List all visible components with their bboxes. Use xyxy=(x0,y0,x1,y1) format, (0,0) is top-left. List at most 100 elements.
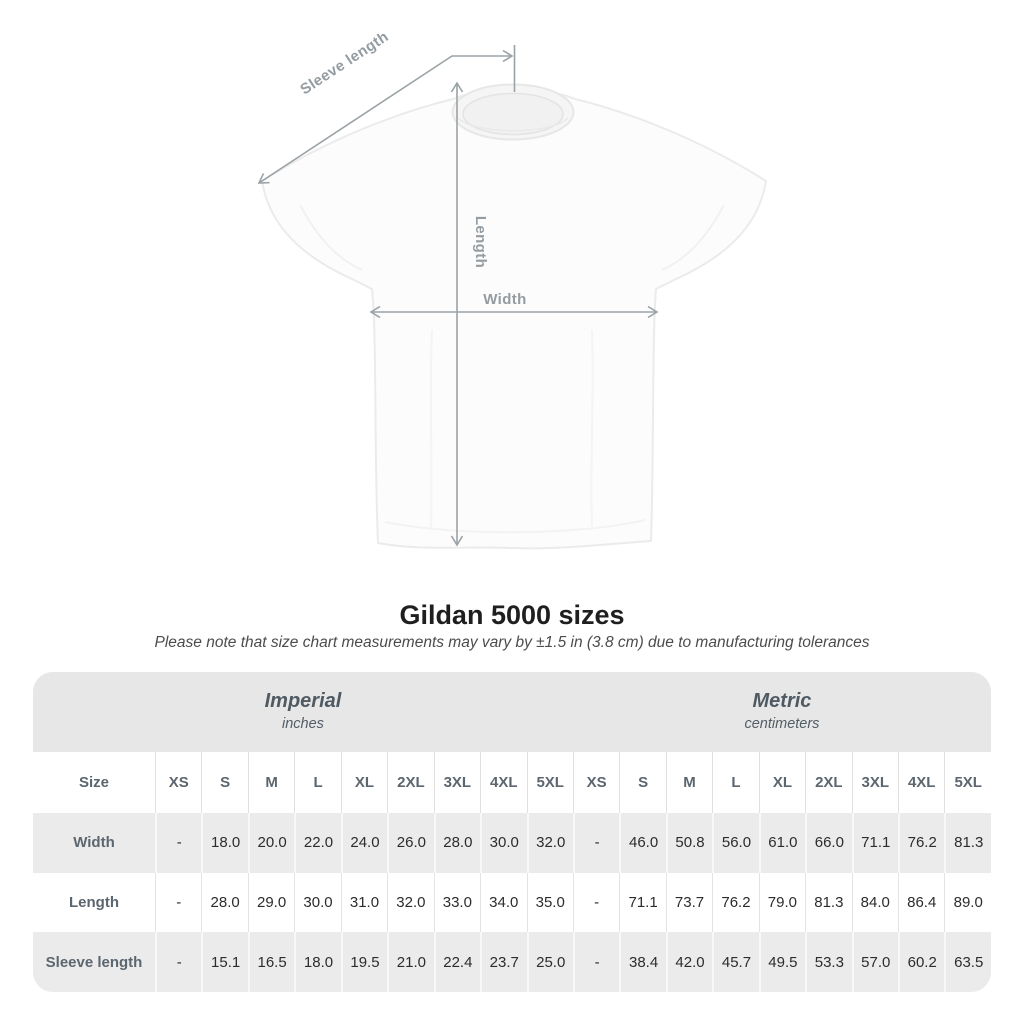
table-cell: 15.1 xyxy=(201,932,248,992)
table-cell: 46.0 xyxy=(619,813,666,873)
size-col-imperial-2xl: 2XL xyxy=(387,752,434,813)
sleeve-fold-right xyxy=(661,204,725,271)
size-table: Imperial inches Metric centimeters Size … xyxy=(33,672,991,992)
table-cell: 53.3 xyxy=(805,932,852,992)
table-cell: - xyxy=(572,932,620,992)
page-title: Gildan 5000 sizes xyxy=(399,600,625,630)
arrowhead-width-right xyxy=(647,305,659,319)
table-cell: 49.5 xyxy=(758,932,806,992)
table-cell: 32.0 xyxy=(526,813,573,873)
table-cell: 28.0 xyxy=(201,872,248,933)
tshirt-measurement-diagram: Sleeve length Length Width xyxy=(257,28,767,550)
table-cell: 89.0 xyxy=(944,872,991,933)
arrowhead-sleeve-collar xyxy=(502,49,514,63)
table-cell: 16.5 xyxy=(247,932,295,992)
size-header-cell: Size xyxy=(33,752,155,813)
arrowhead-length-bottom xyxy=(450,535,464,547)
imperial-unit-label: inches xyxy=(282,716,324,733)
table-cell: 66.0 xyxy=(805,813,852,873)
table-cell: 23.7 xyxy=(480,932,527,992)
hem-fold xyxy=(384,519,646,534)
size-col-metric-4xl: 4XL xyxy=(898,752,945,813)
size-col-imperial-4xl: 4XL xyxy=(480,752,527,813)
tshirt-body xyxy=(261,88,767,550)
table-cell: 76.2 xyxy=(712,872,759,933)
table-cell: - xyxy=(155,813,202,873)
size-col-imperial-xs: XS xyxy=(155,752,202,813)
body-fold-right xyxy=(590,329,594,527)
size-col-imperial-m: M xyxy=(247,752,295,813)
sleeve-fold-left xyxy=(299,204,363,271)
size-col-metric-5xl: 5XL xyxy=(944,752,991,813)
width-label: Width xyxy=(483,291,527,308)
size-col-metric-m: M xyxy=(665,752,713,813)
table-cell: 71.1 xyxy=(851,813,898,873)
table-cell: - xyxy=(155,932,202,992)
table-cell: 50.8 xyxy=(665,813,713,873)
table-cell: 28.0 xyxy=(433,813,481,873)
table-row-sleeve-length: Sleeve length - 15.1 16.5 18.0 19.5 21.0… xyxy=(33,932,991,992)
size-col-metric-l: L xyxy=(712,752,759,813)
size-col-metric-xl: XL xyxy=(758,752,806,813)
size-col-imperial-l: L xyxy=(294,752,341,813)
table-cell: 81.3 xyxy=(944,813,991,873)
row-label-sleeve-length: Sleeve length xyxy=(33,932,155,992)
table-cell: 22.0 xyxy=(294,813,341,873)
table-cell: 24.0 xyxy=(340,813,388,873)
table-cell: 86.4 xyxy=(898,872,945,933)
table-cell: 18.0 xyxy=(201,813,248,873)
unit-group-row: Imperial inches Metric centimeters xyxy=(33,672,991,752)
sleeve-length-label: Sleeve length xyxy=(297,28,392,98)
row-label-length: Length xyxy=(33,872,155,933)
metric-group-header: Metric centimeters xyxy=(572,672,991,752)
size-col-metric-3xl: 3XL xyxy=(851,752,898,813)
table-cell: 35.0 xyxy=(526,872,573,933)
table-cell: 71.1 xyxy=(619,872,666,933)
arrowhead-width-left xyxy=(369,305,381,319)
collar-inner xyxy=(462,92,564,136)
table-cell: 57.0 xyxy=(851,932,898,992)
table-cell: 25.0 xyxy=(526,932,573,992)
table-cell: 30.0 xyxy=(480,813,527,873)
table-cell: 42.0 xyxy=(665,932,713,992)
tshirt-diagram-canvas: Sleeve length Length Width xyxy=(257,28,767,550)
table-cell: - xyxy=(572,872,620,933)
table-cell: 81.3 xyxy=(805,872,852,933)
table-cell: 61.0 xyxy=(758,813,806,873)
table-cell: - xyxy=(155,872,202,933)
body-fold-left xyxy=(429,329,433,529)
size-col-metric-s: S xyxy=(619,752,666,813)
table-cell: 38.4 xyxy=(619,932,666,992)
table-cell: 84.0 xyxy=(851,872,898,933)
table-cell: 60.2 xyxy=(898,932,945,992)
table-cell: 26.0 xyxy=(387,813,434,873)
size-col-metric-2xl: 2XL xyxy=(805,752,852,813)
table-cell: 45.7 xyxy=(712,932,759,992)
size-header-row: Size XS S M L XL 2XL 3XL 4XL 5XL XS S M … xyxy=(33,752,991,813)
collar-seam xyxy=(457,117,569,132)
table-row-length: Length - 28.0 29.0 30.0 31.0 32.0 33.0 3… xyxy=(33,872,991,933)
table-cell: 34.0 xyxy=(480,872,527,933)
size-table-card: Imperial inches Metric centimeters Size … xyxy=(33,672,991,992)
row-label-width: Width xyxy=(33,813,155,873)
table-cell: 30.0 xyxy=(294,872,341,933)
table-cell: 33.0 xyxy=(433,872,481,933)
table-cell: 32.0 xyxy=(387,872,434,933)
table-cell: 21.0 xyxy=(387,932,434,992)
size-col-imperial-5xl: 5XL xyxy=(526,752,573,813)
table-cell: 63.5 xyxy=(944,932,991,992)
size-col-imperial-s: S xyxy=(201,752,248,813)
table-cell: 29.0 xyxy=(247,872,295,933)
arrowhead-length-top xyxy=(450,81,464,93)
imperial-label: Imperial xyxy=(264,690,342,713)
arrowhead-sleeve-end xyxy=(257,173,270,184)
imperial-group-header: Imperial inches xyxy=(33,672,573,752)
tolerance-note: Please note that size chart measurements… xyxy=(154,634,870,651)
length-label: Length xyxy=(472,216,489,268)
table-cell: 79.0 xyxy=(758,872,806,933)
table-cell: 22.4 xyxy=(433,932,481,992)
size-col-metric-xs: XS xyxy=(572,752,620,813)
metric-label: Metric xyxy=(752,690,812,713)
measurement-arrows xyxy=(257,45,659,547)
table-cell: 19.5 xyxy=(340,932,388,992)
